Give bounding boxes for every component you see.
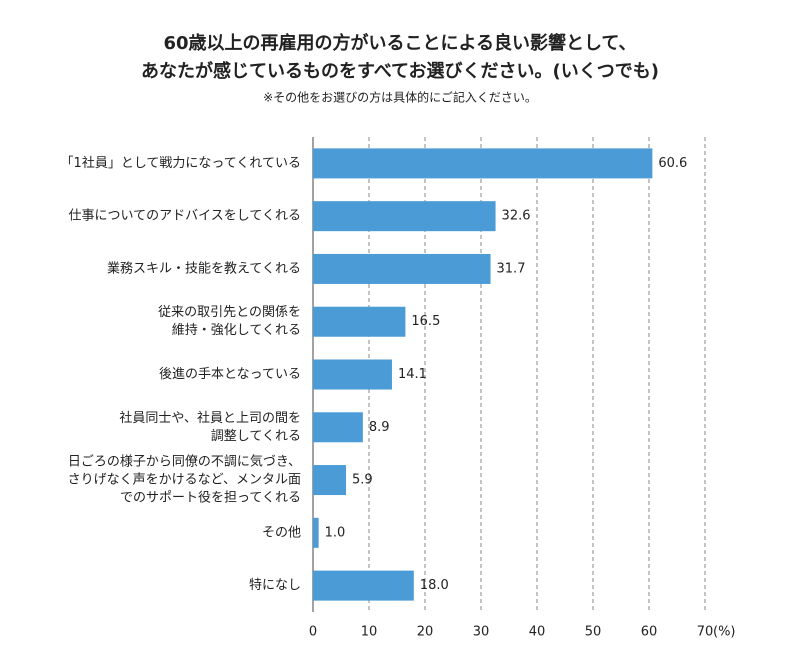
value-label: 18.0 [420, 578, 449, 593]
value-label: 60.6 [658, 156, 687, 171]
x-unit: (%) [713, 625, 736, 640]
chart-title: あなたが感じているものをすべてお選びください。(いくつでも) [141, 60, 659, 82]
y-tick-label: 仕事についてのアドバイスをしてくれる [69, 209, 301, 224]
y-tick-label: 従来の取引先との関係を [158, 305, 301, 320]
value-label: 32.6 [502, 209, 531, 224]
y-tick-label: 調整してくれる [211, 429, 301, 444]
bar [313, 253, 491, 284]
bar [313, 412, 363, 443]
bar [313, 201, 496, 232]
y-tick-label: さりげなく声をかけるなど、メンタル面 [68, 473, 301, 488]
bar [313, 465, 347, 496]
value-label: 1.0 [325, 525, 346, 540]
x-tick-label: 30 [473, 625, 490, 640]
value-label: 14.1 [398, 367, 427, 382]
bar [313, 306, 406, 337]
y-tick-label: 日ごろの様子から同僚の不調に気づき、 [68, 454, 301, 470]
value-label: 5.9 [352, 473, 373, 488]
y-tick-label: でのサポート役を担ってくれる [120, 491, 301, 506]
x-tick-label: 20 [417, 625, 434, 640]
y-tick-label: 業務スキル・技能を教えてくれる [107, 260, 301, 276]
bar [313, 148, 653, 179]
value-label: 16.5 [411, 314, 440, 329]
y-tick-label: 社員同士や、社員と上司の間を [119, 410, 301, 426]
y-tick-label: その他 [262, 525, 301, 540]
y-tick-label: 維持・強化してくれる [172, 323, 301, 338]
bar [313, 517, 319, 548]
x-tick-label: 50 [585, 625, 602, 640]
value-label: 8.9 [369, 420, 390, 435]
y-tick-label: 「1社員」として戦力になってくれている [61, 155, 301, 171]
chart-subtitle: ※その他をお選びの方は具体的にご記入ください。 [263, 90, 537, 105]
x-tick-label: 10 [361, 625, 378, 640]
y-tick-label: 特になし [249, 578, 301, 593]
chart-title: 60歳以上の再雇用の方がいることによる良い影響として、 [163, 32, 636, 54]
y-tick-label: 後進の手本となっている [159, 367, 301, 382]
bar [313, 570, 414, 601]
x-tick-label: 70 [697, 625, 714, 640]
x-tick-label: 0 [309, 625, 317, 640]
x-tick-label: 60 [641, 625, 658, 640]
value-label: 31.7 [497, 261, 526, 276]
bar [313, 359, 392, 390]
x-tick-label: 40 [529, 625, 546, 640]
